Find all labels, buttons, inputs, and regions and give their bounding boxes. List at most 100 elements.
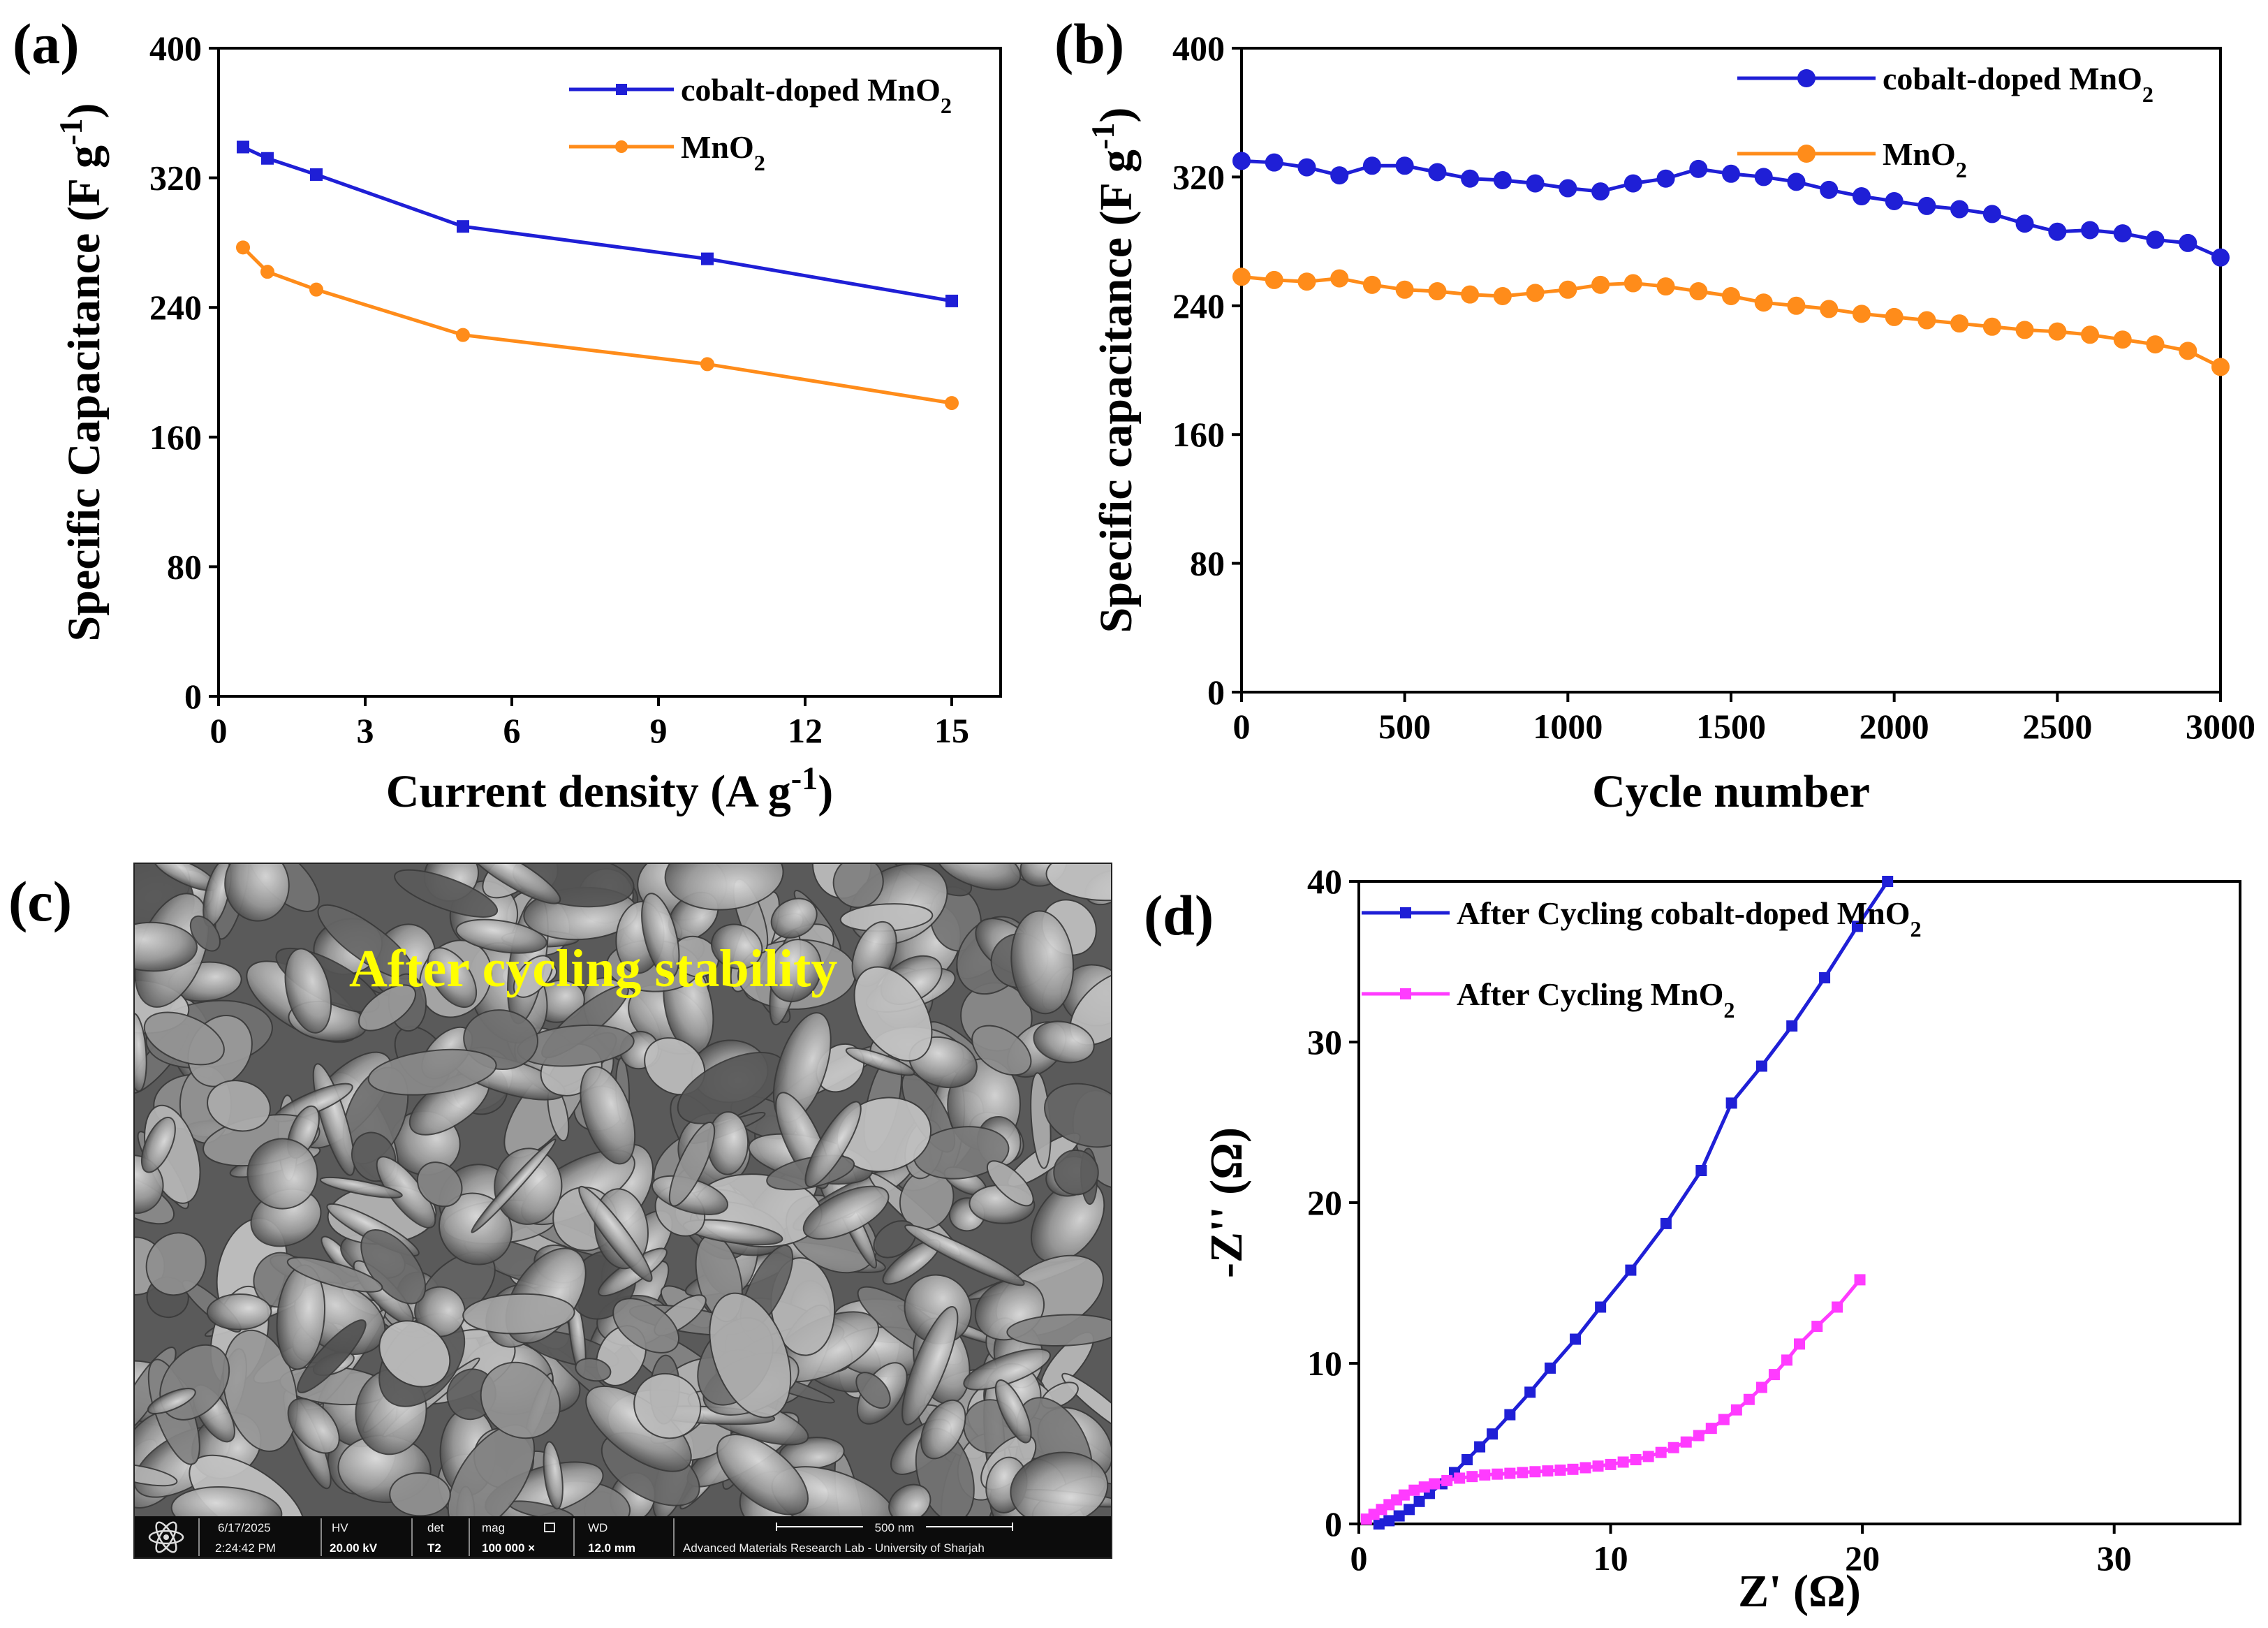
data-point	[1441, 1474, 1453, 1486]
data-point	[1567, 1463, 1579, 1475]
data-point	[309, 282, 323, 297]
data-point	[1526, 284, 1545, 302]
data-point	[1487, 1428, 1498, 1440]
data-point	[1950, 200, 1969, 219]
sem-flake	[145, 1232, 207, 1296]
data-point	[1882, 876, 1894, 887]
data-point	[1655, 1446, 1667, 1458]
data-point	[1722, 286, 1740, 305]
data-point	[1545, 1362, 1556, 1374]
data-point	[1852, 187, 1871, 206]
x-tick-label: 0	[1350, 1539, 1368, 1578]
sem-flake	[1045, 863, 1112, 902]
data-point	[1408, 1484, 1420, 1496]
data-point	[1718, 1414, 1730, 1425]
y-tick-label: 0	[184, 677, 202, 716]
y-tick-label: 400	[1172, 29, 1225, 68]
y-axis-title-b: Specific capacitance (F g-1)	[1085, 108, 1142, 633]
data-point	[2015, 214, 2034, 233]
data-point	[1917, 196, 1936, 215]
sem-flakes	[134, 863, 1112, 1516]
data-point	[1695, 1165, 1707, 1176]
data-point	[1265, 153, 1283, 172]
data-point	[1630, 1454, 1642, 1465]
data-point	[1554, 1464, 1566, 1476]
sem-flake	[901, 1305, 959, 1425]
data-point	[1680, 1436, 1692, 1448]
sem-flake	[1053, 1149, 1099, 1196]
data-point	[456, 328, 470, 342]
y-tick-label: 400	[149, 29, 202, 68]
y-tick-label: 0	[1207, 673, 1225, 712]
x-axis-title-d: Z' (Ω)	[1738, 1566, 1861, 1617]
sem-flake	[668, 1121, 716, 1207]
data-point	[2048, 222, 2067, 241]
data-point	[1854, 1274, 1866, 1286]
sem-flake	[1006, 1314, 1112, 1347]
sem-flake	[994, 1379, 1032, 1444]
data-point	[1743, 1393, 1755, 1405]
data-point	[1428, 282, 1447, 301]
data-point	[2146, 230, 2165, 249]
sem-flake	[963, 1348, 1052, 1391]
legend-marker	[616, 84, 627, 95]
x-tick-label: 20	[1845, 1539, 1880, 1578]
data-point	[1418, 1481, 1430, 1493]
sem-flake	[471, 1138, 557, 1233]
sem-flake	[935, 863, 1022, 890]
sem-flake	[143, 1011, 225, 1066]
x-axis-title-b: Cycle number	[1592, 766, 1870, 817]
sem-flake	[367, 1048, 497, 1096]
x-tick-label: 1500	[1696, 707, 1766, 746]
sem-flake	[170, 1486, 283, 1516]
data-point	[1429, 1478, 1441, 1490]
legend-label: MnO2	[1883, 136, 1967, 182]
data-point	[1570, 1333, 1582, 1345]
data-point	[945, 396, 959, 411]
data-point	[1786, 1020, 1798, 1032]
data-point	[261, 152, 274, 165]
sem-flake	[578, 1185, 653, 1282]
legend-marker	[1797, 69, 1816, 87]
sem-flake	[1061, 1372, 1112, 1437]
sem-flake	[319, 1176, 403, 1198]
data-point	[945, 294, 958, 307]
data-point	[1819, 972, 1831, 983]
x-tick-label: 3000	[2186, 707, 2255, 746]
data-point	[1591, 182, 1610, 201]
data-point	[1591, 275, 1610, 294]
legend-label: After Cycling cobalt-doped MnO2	[1457, 895, 1922, 941]
data-point	[2113, 224, 2132, 243]
sem-flake	[378, 1320, 451, 1388]
data-point	[1529, 1466, 1541, 1478]
y-tick-label: 0	[1325, 1504, 1342, 1543]
x-axis-title-a: Current density (A g-1)	[386, 761, 833, 818]
data-point	[1705, 1423, 1717, 1435]
data-point	[1950, 314, 1969, 333]
y-tick-label: 160	[1172, 415, 1225, 454]
sem-flake	[855, 1372, 891, 1409]
x-tick-label: 15	[934, 711, 969, 750]
data-point	[1395, 156, 1414, 175]
sem-time: 2:24:42 PM	[215, 1541, 276, 1555]
data-point	[1768, 1369, 1780, 1381]
y-tick-label: 320	[1172, 157, 1225, 196]
sem-flake	[134, 921, 198, 972]
data-point	[1754, 168, 1773, 186]
x-tick-label: 3	[357, 711, 374, 750]
sem-flake	[464, 863, 561, 904]
data-point	[1297, 272, 1316, 291]
y-axis-title-a: Specific Capacitance (F g-1)	[53, 103, 110, 641]
sem-flake	[1033, 1020, 1095, 1064]
data-point	[2048, 322, 2067, 341]
y-tick-label: 240	[1172, 286, 1225, 325]
data-point	[1542, 1465, 1554, 1477]
sem-flake	[284, 948, 332, 1034]
panel-label-a: (a)	[13, 12, 80, 75]
data-point	[1461, 1454, 1473, 1465]
sem-flake	[920, 1399, 966, 1460]
data-point	[1428, 163, 1447, 182]
data-point	[2146, 335, 2165, 354]
data-point	[1852, 305, 1871, 323]
series-line-d-1	[1365, 1278, 1862, 1521]
